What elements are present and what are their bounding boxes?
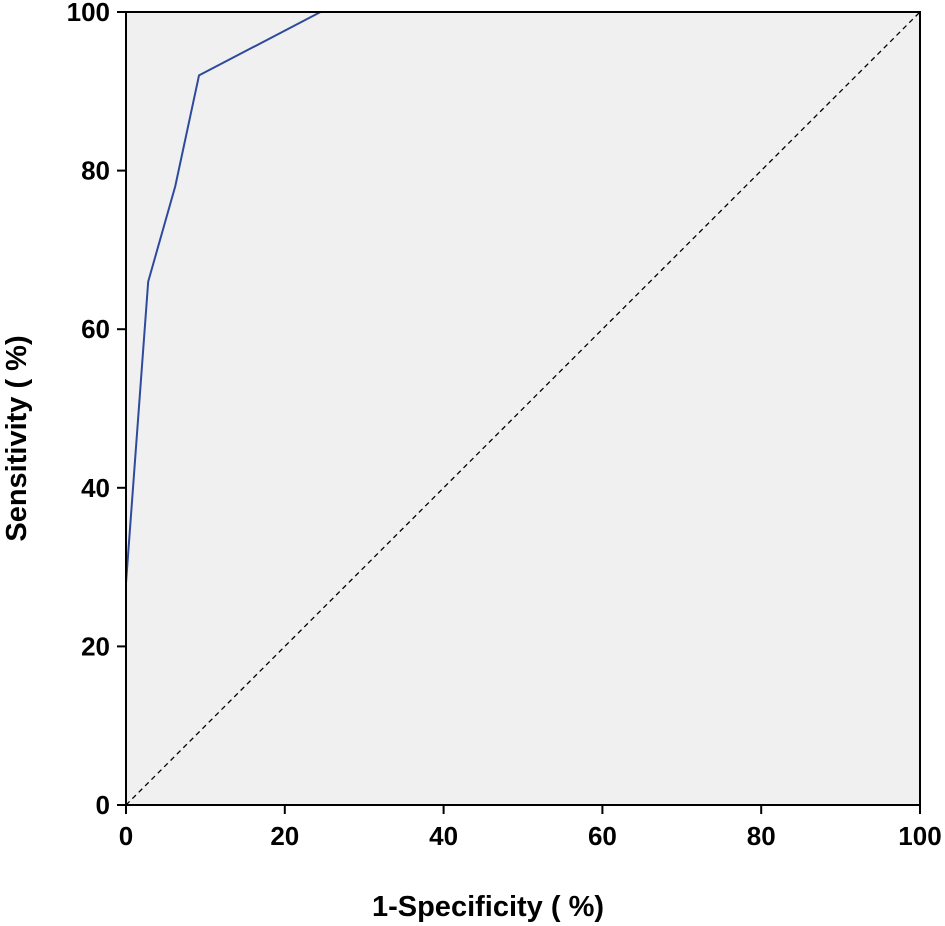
x-axis-title: 1-Specificity ( %)	[372, 891, 604, 923]
y-tick-label: 20	[81, 631, 110, 661]
plot-frame	[125, 11, 921, 806]
y-tick-label: 40	[81, 473, 110, 503]
x-tick-label: 40	[429, 821, 458, 851]
ticks-layer: 0 20 40 60 80 100 0 20 40 60 80 100	[67, 0, 942, 851]
y-tick-label: 80	[81, 156, 110, 186]
reference-diagonal-line	[125, 11, 921, 806]
x-tick-label: 80	[747, 821, 776, 851]
x-tick-label: 0	[119, 821, 133, 851]
axes-layer	[125, 11, 921, 806]
x-tick-label: 20	[270, 821, 299, 851]
y-tick-label: 0	[96, 790, 110, 820]
y-tick-label: 100	[67, 0, 110, 27]
y-axis-title: Sensitivity ( %)	[1, 335, 33, 541]
x-tick-label: 60	[588, 821, 617, 851]
y-tick-label: 60	[81, 314, 110, 344]
x-tick-label: 100	[898, 821, 941, 851]
